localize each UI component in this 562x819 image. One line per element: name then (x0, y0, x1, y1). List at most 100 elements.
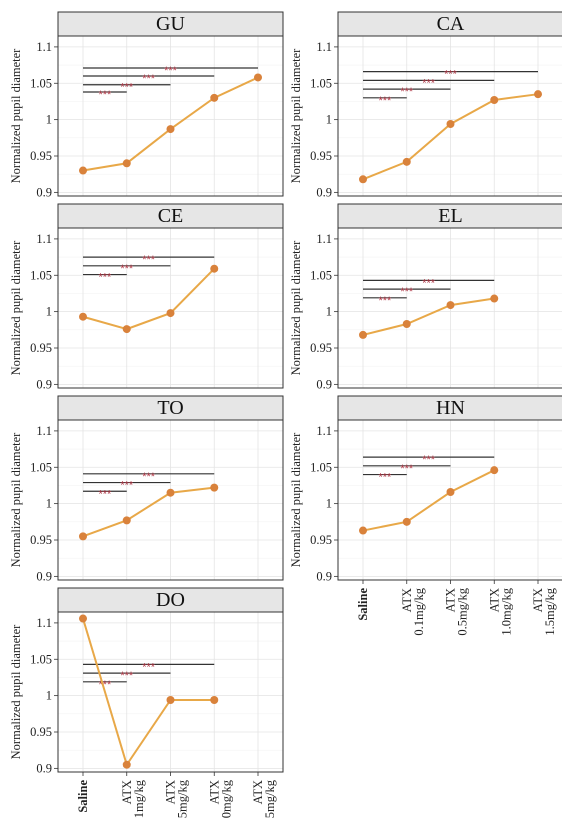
significance-stars: *** (120, 670, 134, 682)
data-point (210, 696, 219, 704)
panel-do: DO 0.9 0.95 1 1.05 1.1 Normalized pupil diamet… (9, 587, 284, 819)
panel-el: EL 0.9 0.95 1 1.05 1.1 Normalized pupil diamet… (289, 203, 562, 391)
data-point (446, 120, 455, 128)
data-point (359, 526, 367, 535)
data-point (122, 516, 131, 525)
y-tick-label: 1 (326, 305, 332, 319)
x-tick-label-line2: 0.1mg/kg (412, 587, 426, 635)
data-point (166, 696, 175, 704)
y-tick-label: 1.05 (30, 76, 52, 90)
significance-stars: *** (400, 86, 414, 98)
x-tick-label-line2: .1mg/kg (132, 779, 146, 819)
strip-background (57, 203, 284, 229)
panel-hn: HN 0.9 0.95 1 1.05 1.1 Normalized pupil diamet… (289, 395, 562, 636)
data-point (122, 760, 131, 769)
strip-background (337, 395, 562, 421)
data-point (254, 73, 262, 82)
plot-border (57, 35, 284, 197)
x-tick-label-line2: .5mg/kg (176, 779, 190, 819)
series-line (362, 297, 495, 336)
y-tick-label: 0.95 (310, 149, 332, 163)
y-tick-label: 1.05 (30, 460, 52, 474)
y-tick-label: 1.1 (316, 232, 332, 246)
x-tick-label: ATX0.5mg/kg (444, 587, 470, 635)
significance-stars: *** (422, 454, 436, 466)
x-tick-label: ATX.1mg/kg (120, 779, 146, 819)
y-tick-label: 0.9 (36, 377, 52, 391)
panel-title: DO (156, 589, 185, 611)
y-tick-label: 1.1 (36, 232, 52, 246)
y-tick-label: 1.05 (30, 268, 52, 282)
y-axis-label: Normalized pupil diameter (9, 48, 23, 184)
strip-background (57, 395, 284, 421)
x-tick-label-line1: Saline (76, 780, 90, 813)
series-line (362, 469, 495, 532)
data-point (402, 320, 411, 328)
data-point (210, 483, 219, 492)
y-tick-label: 1 (46, 497, 52, 511)
plot-border (57, 419, 284, 581)
significance-stars: *** (444, 69, 458, 81)
data-point (210, 264, 219, 273)
significance-stars: *** (378, 472, 392, 484)
data-point (402, 517, 411, 526)
x-tick-label: ATX.0mg/kg (207, 779, 233, 819)
x-tick-label-line1: ATX (207, 780, 221, 804)
plot-border (57, 227, 284, 389)
x-tick-label: ATX1.5mg/kg (531, 587, 557, 635)
y-tick-label: 0.9 (316, 377, 332, 391)
y-tick-label: 1 (46, 689, 52, 703)
significance-stars: *** (142, 471, 156, 483)
x-tick-label-line1: ATX (164, 780, 178, 804)
x-tick-label: ATX.5mg/kg (164, 779, 190, 819)
data-point (122, 325, 131, 334)
panel-title: EL (438, 205, 462, 227)
y-tick-label: 1 (326, 497, 332, 511)
data-point (79, 312, 87, 321)
significance-stars: *** (142, 73, 156, 85)
strip-background (57, 11, 284, 37)
y-tick-label: 1.05 (310, 268, 332, 282)
y-tick-label: 0.9 (316, 569, 332, 583)
y-tick-label: 0.9 (36, 569, 52, 583)
panel-title: CA (437, 13, 465, 35)
x-tick-label-line1: ATX (120, 780, 134, 804)
significance-stars: *** (422, 277, 436, 289)
strip-background (337, 203, 562, 229)
significance-stars: *** (120, 263, 134, 275)
y-axis-label: Normalized pupil diameter (289, 48, 303, 184)
y-tick-label: 1.1 (36, 40, 52, 54)
y-tick-label: 1.05 (30, 652, 52, 666)
x-tick-label: ATX1.0mg/kg (487, 587, 513, 635)
y-tick-label: 1.1 (36, 616, 52, 630)
data-point (359, 175, 367, 184)
significance-stars: *** (98, 89, 112, 101)
data-point (446, 301, 455, 310)
x-tick-label-line1: ATX (444, 588, 458, 612)
series-line (82, 618, 215, 768)
y-tick-label: 0.95 (30, 149, 52, 163)
data-point (446, 488, 455, 496)
x-tick-label: Saline (76, 780, 90, 813)
plot-border (337, 35, 562, 197)
x-tick-label: Saline (356, 588, 370, 621)
significance-stars: *** (120, 82, 134, 94)
y-tick-label: 1.05 (310, 76, 332, 90)
data-point (79, 614, 87, 623)
panel-gu: GU 0.9 0.95 1 1.05 1.1 Normalized pupil diamet… (9, 11, 284, 199)
y-tick-label: 1.1 (36, 424, 52, 438)
x-tick-label-line1: ATX (251, 780, 265, 804)
x-tick-label: ATX0.1mg/kg (400, 587, 426, 635)
plot-background (337, 419, 562, 581)
data-point (210, 93, 219, 102)
significance-stars: *** (142, 661, 156, 673)
y-tick-label: 1 (46, 113, 52, 127)
plot-background (337, 35, 562, 197)
y-axis-label: Normalized pupil diameter (9, 624, 23, 760)
series-line (82, 268, 215, 331)
data-point (490, 466, 499, 475)
y-axis-label: Normalized pupil diameter (289, 240, 303, 376)
significance-stars: *** (98, 272, 112, 284)
panel-title: TO (157, 397, 183, 419)
